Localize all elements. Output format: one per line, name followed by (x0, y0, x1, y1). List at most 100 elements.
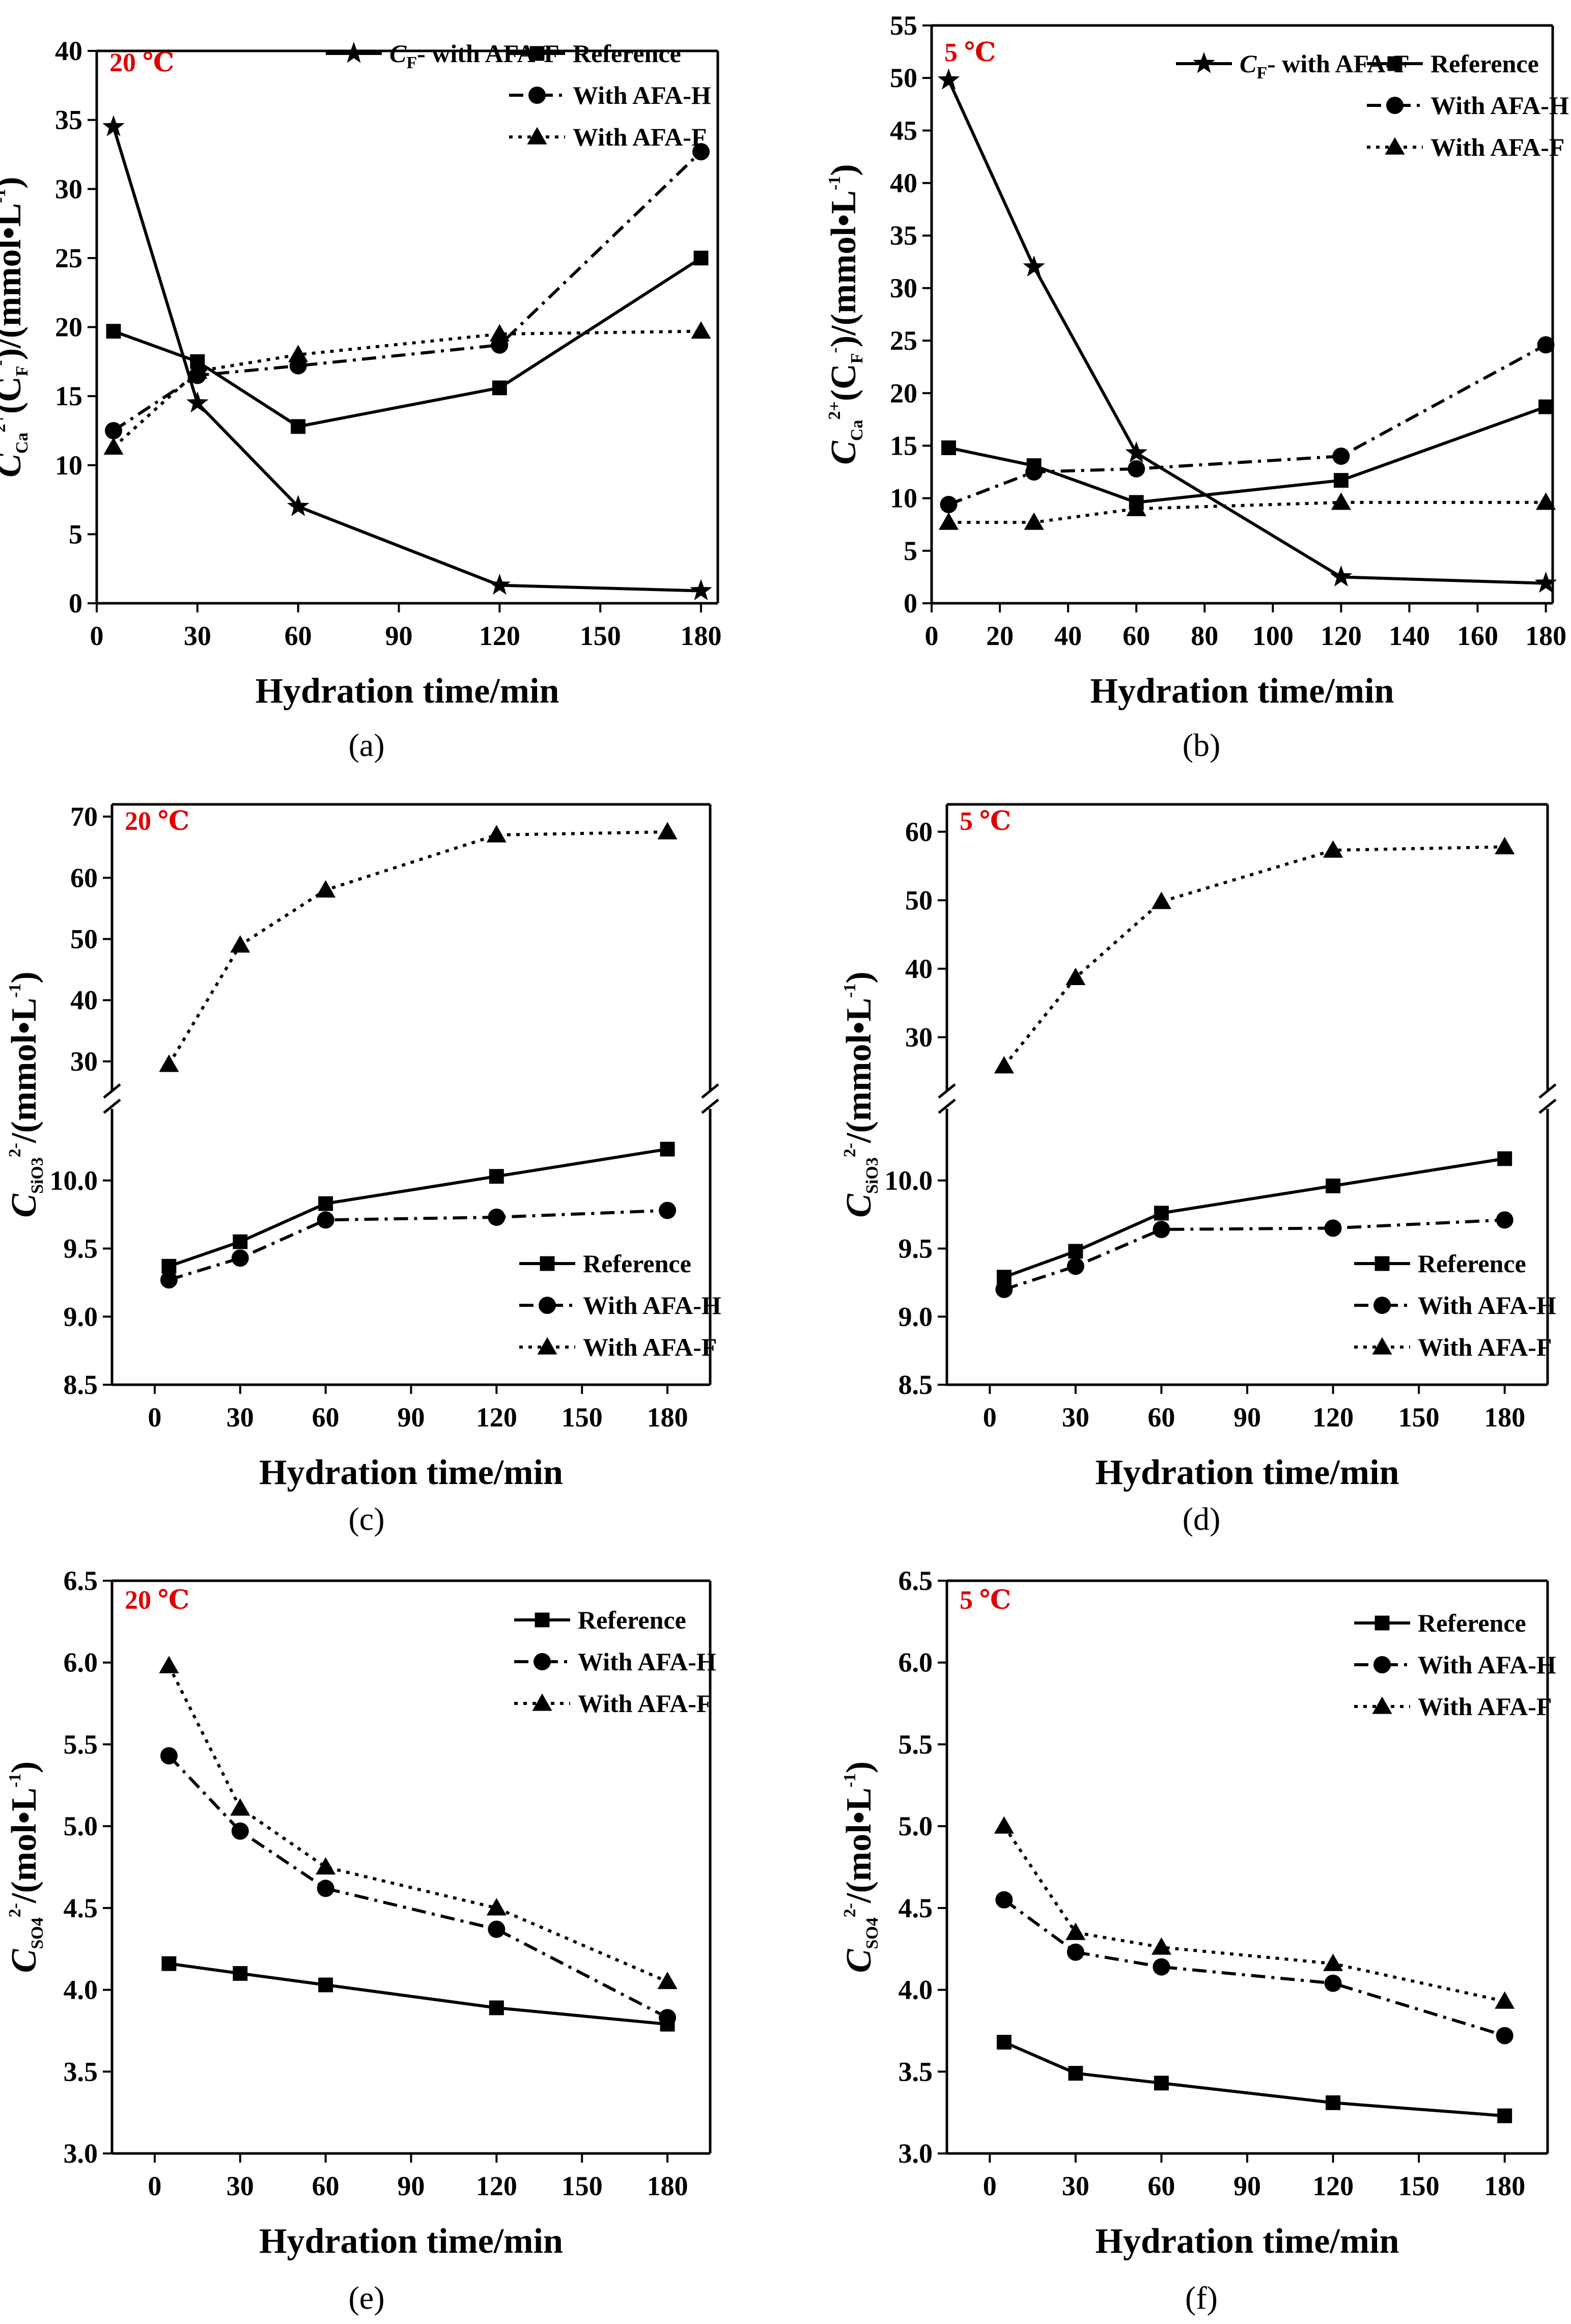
legend-marker-circle (1386, 97, 1404, 114)
legend-label: With AFA-F (573, 123, 707, 151)
data-point-triangle (1151, 1937, 1171, 1955)
y-tick-label: 3.5 (64, 2056, 98, 2087)
data-point-square (161, 1956, 177, 1971)
ylabel-exponent: -1 (825, 176, 844, 190)
data-point-circle (1153, 1221, 1170, 1239)
axis-break-mark (938, 1083, 956, 1099)
axis-break-mark (1538, 1099, 1557, 1114)
legend-marker-square (1374, 1256, 1390, 1271)
data-point-square (318, 1977, 333, 1993)
ylabel-subscript: Ca (848, 420, 866, 441)
data-point-circle (1537, 336, 1555, 354)
legend-label: Reference (1418, 1249, 1526, 1278)
x-tick-label: 180 (1484, 2171, 1525, 2201)
legend-marker-triangle (1372, 1696, 1392, 1714)
series-cf-with-afa-f (102, 115, 712, 601)
series-line (948, 500, 1546, 524)
ylabel-mid: (C (824, 363, 863, 401)
ylabel-tail: /(mmol•L (5, 998, 44, 1143)
chart-panel-c: 0 30 60 90 120 150 180 8.5 9.0 9.5 10.0 30 40 50 60 70 H… (5, 801, 721, 1537)
x-tick-label: 20 (986, 621, 1014, 651)
series-with-afa-f (938, 492, 1556, 530)
data-point-star (690, 579, 712, 601)
y-tick-label: 4.0 (899, 1975, 933, 2005)
legend-marker-square (529, 46, 545, 61)
ylabel-tail: )/(mmol•L (0, 203, 29, 360)
ylabel-superscript: 2+ (825, 401, 844, 419)
data-point-square (1068, 2066, 1083, 2081)
data-point-triangle (159, 1054, 179, 1072)
y-tick-label: 10.0 (50, 1165, 98, 1196)
legend-label: With AFA-F (1418, 1333, 1552, 1361)
data-point-star (1534, 571, 1557, 593)
y-tick-label: 5 (904, 536, 917, 566)
y-tick-label: 40 (70, 985, 98, 1016)
data-point-star (1023, 255, 1045, 277)
y-axis-title: CSO4 2-/(mol•L-1) (5, 1761, 47, 1973)
data-point-triangle (1323, 840, 1343, 858)
data-point-square (489, 2000, 504, 2015)
y-tick-label: 8.5 (899, 1369, 933, 1400)
data-point-triangle (159, 1656, 179, 1673)
y-tick-label: 20 (890, 378, 917, 408)
x-tick-label: 30 (227, 1402, 254, 1433)
y-tick-label: 9.0 (64, 1301, 98, 1332)
legend-subscript: F (1256, 64, 1267, 82)
x-tick-label: 0 (925, 621, 939, 651)
data-point-circle (1153, 1958, 1170, 1976)
y-tick-label: 35 (55, 105, 82, 135)
data-point-square (1538, 399, 1554, 414)
ylabel-subscript: SiO3 (28, 1157, 47, 1194)
ylabel-exponent: -1 (0, 189, 9, 203)
ylabel-subscript-2: F (848, 353, 866, 364)
legend-marker-triangle (1385, 137, 1405, 155)
data-point-triangle (486, 1898, 507, 1916)
y-tick-label: 5.0 (899, 1811, 933, 1841)
y-tick-label: 3.5 (899, 2056, 933, 2087)
y-tick-label: 4.0 (64, 1975, 98, 2005)
x-tick-label: 120 (476, 1402, 517, 1433)
series-with-afa-h (160, 1201, 677, 1289)
y-tick-label: 6.0 (899, 1647, 933, 1678)
data-point-circle (995, 1280, 1013, 1298)
data-point-triangle (103, 437, 124, 455)
series-line (1003, 845, 1505, 1067)
series-reference (106, 250, 709, 434)
y-tick-label: 30 (905, 1022, 933, 1052)
data-point-triangle (691, 321, 711, 339)
series-line (112, 329, 702, 449)
ylabel-end: ) (5, 1761, 44, 1773)
ylabel-subscript: Ca (13, 433, 32, 454)
data-point-square (1497, 2108, 1512, 2123)
legend-marker-circle (534, 1653, 551, 1670)
data-point-square (492, 380, 507, 396)
temperature-label: 20 ℃ (125, 807, 189, 836)
data-point-triangle (489, 324, 510, 342)
y-tick-label: 60 (905, 817, 933, 847)
data-point-circle (488, 1208, 506, 1226)
data-point-circle (659, 1201, 677, 1219)
data-point-triangle (1536, 492, 1556, 510)
data-point-circle (317, 1880, 334, 1897)
x-axis-title: Hydration time/min (1096, 2222, 1399, 2261)
x-tick-label: 120 (479, 621, 520, 651)
y-tick-label: 30 (55, 174, 82, 204)
x-tick-label: 60 (285, 621, 312, 651)
legend-marker-triangle (532, 1693, 552, 1711)
x-axis-title: Hydration time/min (259, 1453, 563, 1492)
legend-main: C (389, 39, 407, 68)
series-with-afa-h (160, 1747, 677, 2027)
ylabel-exponent: -1 (6, 984, 24, 998)
ylabel-superscript-2: - (0, 360, 9, 366)
data-point-circle (1067, 1257, 1084, 1275)
data-point-triangle (994, 1056, 1014, 1074)
series-line (1003, 1898, 1505, 2037)
legend-marker-star (343, 42, 365, 63)
data-point-square (318, 1196, 333, 1211)
data-point-square (693, 250, 709, 266)
data-point-square (1497, 1151, 1512, 1166)
temperature-label: 5 ℃ (960, 1586, 1011, 1615)
axis-break-mark (1538, 1083, 1557, 1099)
chart-panel-d: 0 30 60 90 120 150 180 8.5 9.0 9.5 10.0 30 40 50 60 Hyd… (839, 803, 1557, 1537)
y-tick-label: 3.0 (64, 2138, 98, 2169)
